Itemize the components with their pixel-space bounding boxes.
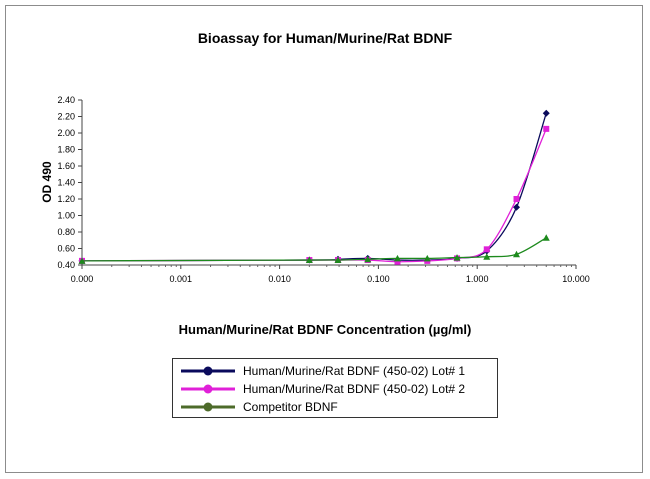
y-tick-label: 0.40 bbox=[57, 260, 75, 270]
data-point-competitor bbox=[393, 254, 401, 262]
y-tick-label: 2.40 bbox=[57, 95, 75, 105]
x-axis-label: Human/Murine/Rat BDNF Concentration (µg/… bbox=[178, 322, 472, 337]
chart-title: Bioassay for Human/Murine/Rat BDNF bbox=[197, 30, 453, 46]
series-lot2 bbox=[79, 125, 550, 265]
legend-symbol-lot2 bbox=[181, 384, 235, 394]
legend-marker bbox=[203, 402, 213, 412]
y-tick-label: 1.60 bbox=[57, 161, 75, 171]
legend-label-lot2: Human/Murine/Rat BDNF (450-02) Lot# 2 bbox=[243, 382, 466, 396]
data-point-competitor bbox=[364, 255, 372, 263]
legend-marker bbox=[203, 384, 213, 394]
data-point-lot1 bbox=[513, 203, 521, 211]
data-point-lot1 bbox=[542, 109, 550, 117]
y-tick-label: 1.20 bbox=[57, 194, 75, 204]
legend: Human/Murine/Rat BDNF (450-02) Lot# 1 Hu… bbox=[172, 358, 498, 418]
y-tick-label: 2.20 bbox=[57, 112, 75, 122]
x-tick-label: 10.000 bbox=[562, 274, 590, 284]
legend-label-competitor: Competitor BDNF bbox=[243, 400, 338, 414]
data-point-competitor bbox=[78, 257, 86, 264]
data-point-lot2 bbox=[513, 196, 520, 202]
data-point-lot2 bbox=[394, 258, 401, 265]
series-line-lot1 bbox=[81, 113, 547, 262]
legend-item-lot1: Human/Murine/Rat BDNF (450-02) Lot# 1 bbox=[173, 363, 497, 379]
data-point-competitor bbox=[483, 253, 491, 260]
data-point-competitor bbox=[423, 254, 431, 262]
y-tick-label: 0.60 bbox=[57, 244, 75, 254]
series-line-competitor bbox=[81, 237, 547, 262]
y-tick-label: 1.80 bbox=[57, 145, 75, 155]
data-point-lot2 bbox=[483, 246, 490, 253]
data-point-competitor bbox=[513, 250, 521, 258]
series-competitor bbox=[78, 234, 550, 264]
legend-label-lot1: Human/Murine/Rat BDNF (450-02) Lot# 1 bbox=[243, 364, 466, 378]
data-point-competitor bbox=[542, 234, 550, 241]
y-tick-label: 2.00 bbox=[57, 128, 75, 138]
series-line-lot2 bbox=[81, 128, 547, 263]
series-lot1 bbox=[78, 109, 550, 265]
data-point-competitor bbox=[453, 254, 461, 261]
legend-item-competitor: Competitor BDNF bbox=[173, 399, 497, 415]
data-point-lot2 bbox=[543, 125, 550, 132]
x-tick-label: 0.000 bbox=[71, 274, 94, 284]
x-tick-label: 0.100 bbox=[367, 274, 390, 284]
y-tick-label: 0.80 bbox=[57, 227, 75, 237]
legend-symbol-competitor bbox=[181, 402, 235, 412]
legend-symbol-lot1 bbox=[181, 366, 235, 376]
legend-marker bbox=[203, 366, 213, 376]
x-tick-label: 0.001 bbox=[170, 274, 193, 284]
x-tick-label: 1.000 bbox=[466, 274, 489, 284]
y-tick-label: 1.00 bbox=[57, 211, 75, 221]
data-point-competitor bbox=[334, 256, 342, 264]
legend-item-lot2: Human/Murine/Rat BDNF (450-02) Lot# 2 bbox=[173, 381, 497, 397]
x-tick-label: 0.010 bbox=[268, 274, 291, 284]
y-tick-label: 1.40 bbox=[57, 178, 75, 188]
data-point-competitor bbox=[305, 256, 313, 264]
